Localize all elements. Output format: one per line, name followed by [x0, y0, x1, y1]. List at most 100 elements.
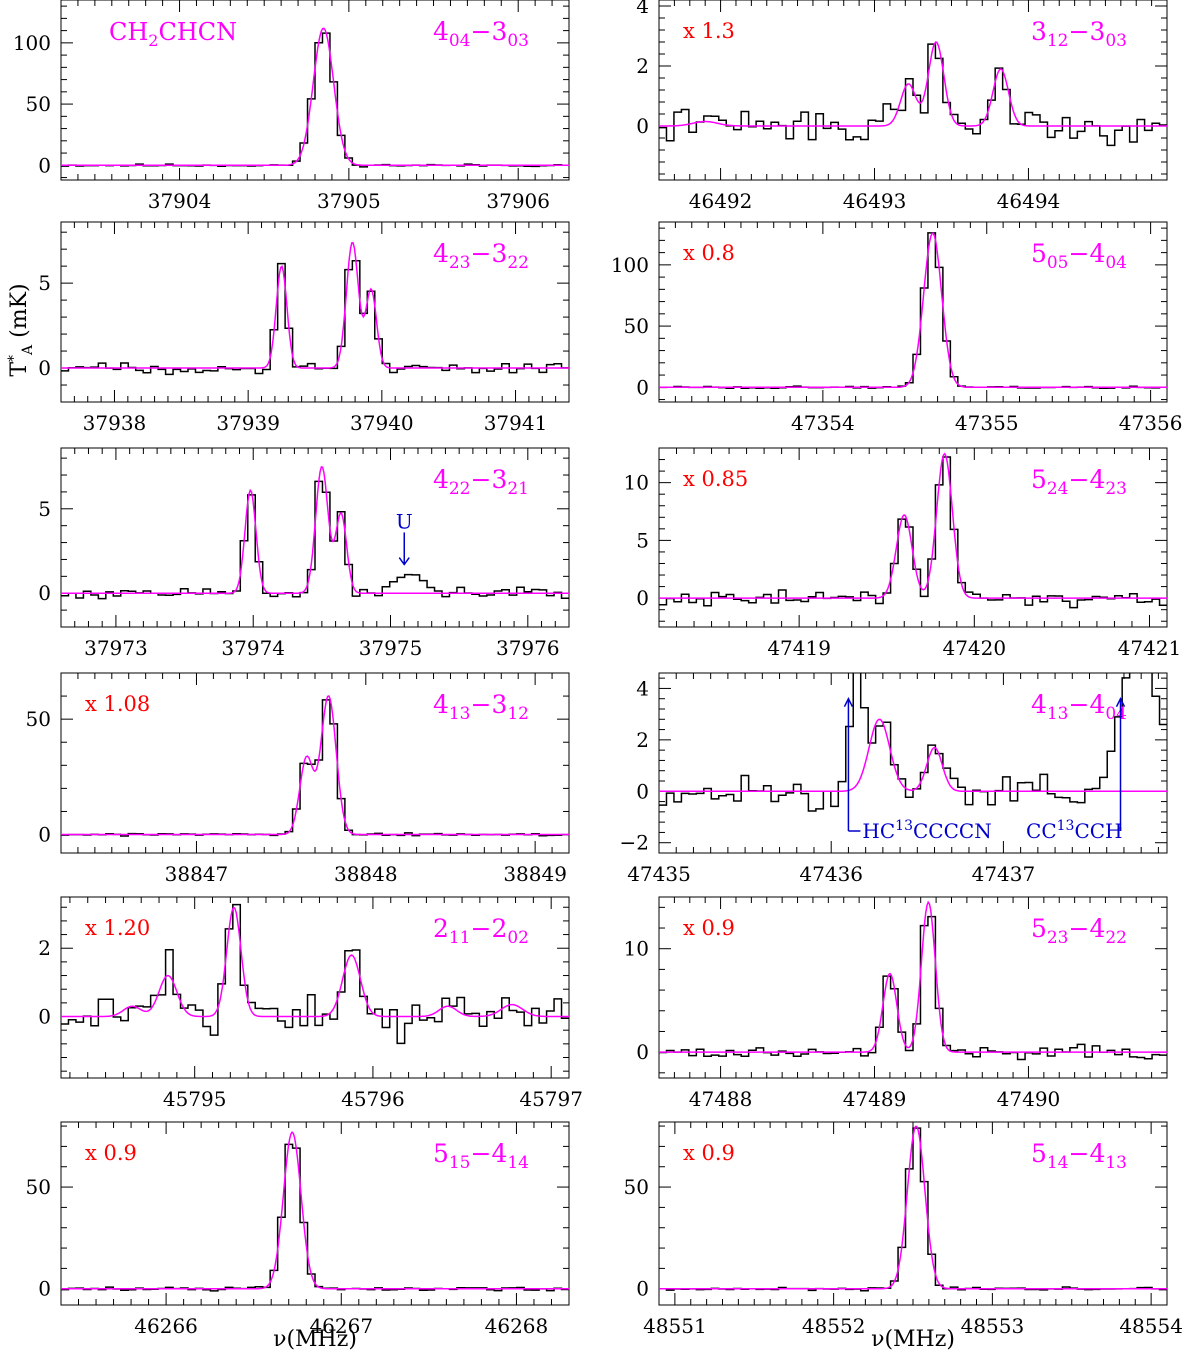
transition-label: 515−414: [433, 1139, 529, 1173]
label-part: −3: [471, 17, 508, 46]
blend-part: HC: [862, 819, 895, 843]
x-tick-label: 47354: [791, 411, 855, 435]
label-part: −3: [471, 690, 508, 719]
blend-label: CC13CCH: [1026, 818, 1122, 843]
x-tick-label: 45797: [519, 1087, 583, 1111]
x-tick-label: 48553: [961, 1314, 1025, 1338]
label-subscript: 02: [507, 928, 529, 948]
transition-label: 312−303: [1031, 17, 1127, 51]
ylabel-superscript: *: [6, 355, 22, 362]
observed-spectrum: [61, 260, 569, 376]
scale-factor: x 1.3: [683, 19, 735, 43]
x-tick-label: 38848: [334, 862, 398, 886]
ylabel-part: T: [7, 362, 32, 377]
label-subscript: 14: [507, 1153, 529, 1173]
label-part: 3: [1031, 17, 1047, 46]
x-tick-label: 37940: [350, 411, 414, 435]
panel-frame: [658, 447, 1168, 628]
y-tick-label: 0: [636, 779, 649, 803]
x-tick-label: 47355: [955, 411, 1019, 435]
molecule-subscript: 2: [148, 31, 158, 50]
x-tick-label: 37905: [317, 189, 381, 213]
x-tick-label: 46266: [134, 1314, 198, 1338]
x-tick-label: 37973: [84, 636, 148, 660]
panel-frame: [658, 896, 1168, 1079]
y-tick-label: 0: [636, 1040, 649, 1064]
y-tick-label: 100: [611, 253, 649, 277]
panel-frame: [658, 672, 1168, 854]
y-tick-label: 0: [636, 1277, 649, 1301]
label-part: 5: [1031, 914, 1047, 943]
blend-superscript: 13: [1057, 818, 1075, 834]
x-tick-label: 47488: [689, 1087, 753, 1111]
label-part: −2: [471, 914, 508, 943]
label-subscript: 12: [1047, 31, 1069, 51]
label-subscript: 04: [1105, 704, 1127, 724]
y-tick-label: 5: [38, 497, 51, 521]
model-fit: [61, 1130, 569, 1290]
label-part: −4: [1069, 914, 1106, 943]
y-tick-label: 0: [636, 586, 649, 610]
y-tick-label: 2: [38, 936, 51, 960]
model-fit: [61, 695, 569, 836]
scale-factor: x 0.85: [683, 467, 748, 491]
panel-p312: 46492 46493 46494 0 2 4 312−303 x 1.3: [636, 0, 1168, 213]
observed-spectrum: [61, 32, 569, 168]
panel-p413a: 38847 38848 38849 0 50 413−312 x 1.08: [26, 672, 570, 886]
model-fit: [61, 465, 569, 594]
label-part: −4: [1069, 690, 1106, 719]
label-subscript: 03: [1105, 31, 1127, 51]
label-part: −4: [1069, 1139, 1106, 1168]
y-tick-label: 50: [624, 314, 649, 338]
y-tick-label: −2: [620, 831, 649, 855]
label-subscript: 22: [449, 479, 471, 499]
panel-p514: 48551 48552 48553 48554 0 50 514−413 x 0.9: [624, 1121, 1183, 1338]
model-fit: [61, 906, 569, 1018]
panel-p523: 47488 47489 47490 0 10 523−422 x 0.9: [624, 896, 1168, 1111]
observed-spectrum: [61, 903, 569, 1045]
observed-spectrum: [61, 1143, 569, 1292]
x-tick-label: 47489: [843, 1087, 907, 1111]
x-tick-label: 47435: [627, 862, 691, 886]
y-tick-label: 0: [38, 356, 51, 380]
x-tick-label: 47436: [799, 862, 863, 886]
x-tick-label: 37939: [216, 411, 280, 435]
label-subscript: 03: [507, 31, 529, 51]
label-subscript: 05: [1047, 253, 1069, 273]
panel-frame: [60, 447, 570, 628]
x-tick-label: 47419: [767, 636, 831, 660]
x-tick-label: 46494: [997, 189, 1061, 213]
y-tick-label: 50: [624, 1175, 649, 1199]
label-subscript: 12: [507, 704, 529, 724]
blend-arrow-head: [1115, 697, 1126, 708]
blend-part: CCCCN: [913, 819, 992, 843]
label-subscript: 22: [1105, 928, 1127, 948]
panel-p423: 37938 37939 37940 37941 0 5 423−322: [38, 221, 570, 435]
label-part: 4: [433, 239, 449, 268]
x-tick-label: 46493: [843, 189, 907, 213]
label-part: 2: [433, 914, 449, 943]
label-part: 5: [1031, 239, 1047, 268]
u-label: U: [396, 509, 413, 533]
x-tick-label: 37976: [496, 636, 560, 660]
model-fit: [659, 1125, 1167, 1290]
label-subscript: 22: [507, 253, 529, 273]
panel-p404: 37904 37905 37906 0 50 100 404−303 CH2CHCN: [13, 0, 570, 213]
y-tick-label: 2: [636, 54, 649, 78]
observed-spectrum: [659, 43, 1167, 147]
label-part: −3: [471, 465, 508, 494]
label-subscript: 13: [449, 704, 471, 724]
label-subscript: 13: [1047, 704, 1069, 724]
observed-spectrum: [61, 699, 569, 837]
label-part: −4: [1069, 465, 1106, 494]
x-tick-label: 45796: [341, 1087, 405, 1111]
u-arrow-head: [398, 557, 410, 566]
transition-label: 505−404: [1031, 239, 1127, 273]
y-tick-label: 10: [624, 937, 649, 961]
x-axis-label-left: ν(MHz): [273, 1327, 357, 1352]
x-tick-label: 48551: [643, 1314, 707, 1338]
x-tick-label: 37906: [486, 189, 550, 213]
x-tick-label: 37904: [148, 189, 212, 213]
